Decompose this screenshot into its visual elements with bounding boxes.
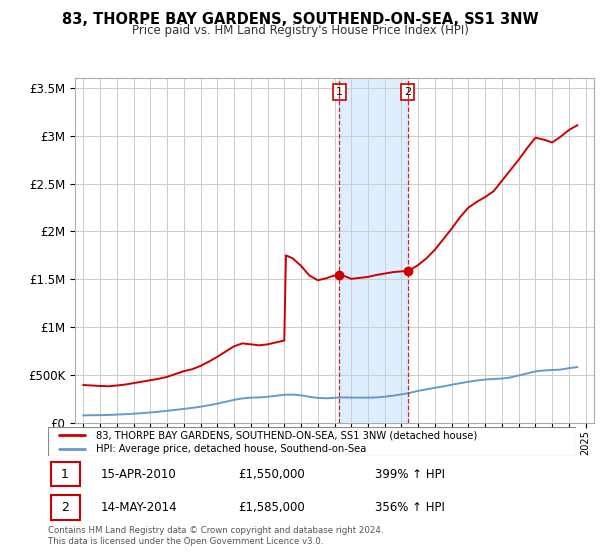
Text: 1: 1 [336, 87, 343, 97]
Text: £1,585,000: £1,585,000 [238, 501, 305, 514]
Text: 83, THORPE BAY GARDENS, SOUTHEND-ON-SEA, SS1 3NW (detached house): 83, THORPE BAY GARDENS, SOUTHEND-ON-SEA,… [95, 430, 477, 440]
Text: 2: 2 [404, 87, 411, 97]
FancyBboxPatch shape [50, 462, 80, 486]
Text: 15-APR-2010: 15-APR-2010 [101, 468, 176, 480]
Text: 1: 1 [61, 468, 69, 480]
Text: 2: 2 [61, 501, 69, 514]
Text: 14-MAY-2014: 14-MAY-2014 [101, 501, 178, 514]
FancyBboxPatch shape [50, 495, 80, 520]
Text: HPI: Average price, detached house, Southend-on-Sea: HPI: Average price, detached house, Sout… [95, 444, 366, 454]
Text: 356% ↑ HPI: 356% ↑ HPI [376, 501, 445, 514]
FancyBboxPatch shape [48, 427, 576, 456]
Text: Price paid vs. HM Land Registry's House Price Index (HPI): Price paid vs. HM Land Registry's House … [131, 24, 469, 37]
Bar [340, 78, 407, 423]
Text: £1,550,000: £1,550,000 [238, 468, 305, 480]
Text: 83, THORPE BAY GARDENS, SOUTHEND-ON-SEA, SS1 3NW: 83, THORPE BAY GARDENS, SOUTHEND-ON-SEA,… [62, 12, 538, 27]
Text: Contains HM Land Registry data © Crown copyright and database right 2024.
This d: Contains HM Land Registry data © Crown c… [48, 526, 383, 546]
Text: 399% ↑ HPI: 399% ↑ HPI [376, 468, 445, 480]
